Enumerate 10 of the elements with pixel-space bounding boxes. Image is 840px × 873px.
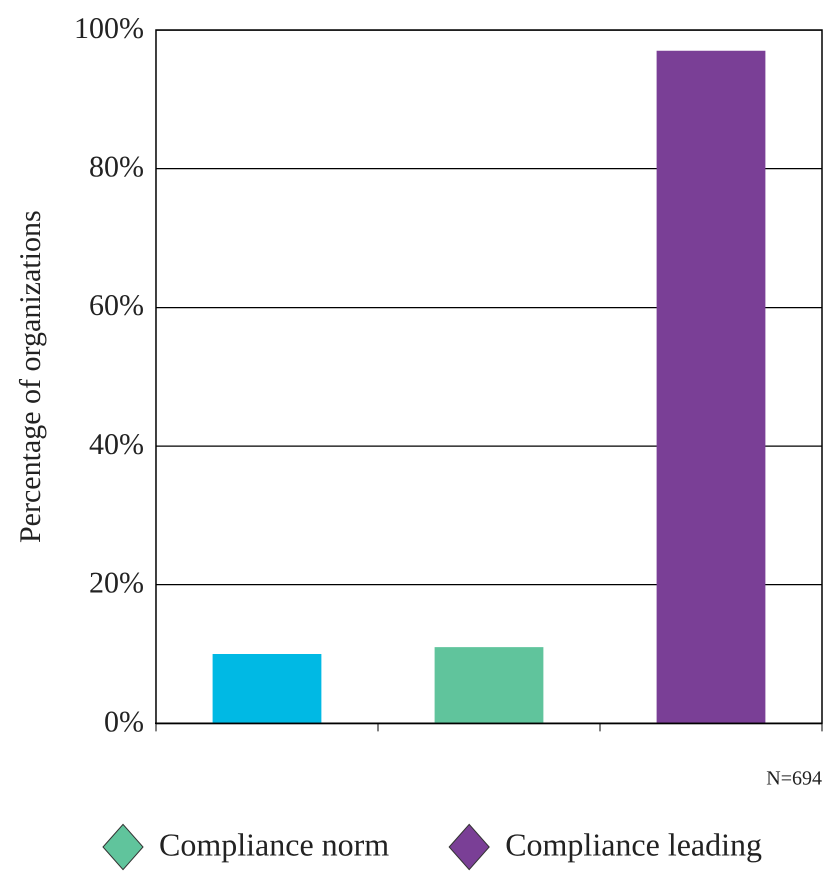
legend-label: Compliance norm xyxy=(159,826,390,862)
y-tick-label: 40% xyxy=(88,428,144,461)
text: N=694 xyxy=(766,768,822,790)
y-axis-title: Percentage of organizations xyxy=(14,210,47,544)
legend-label: Compliance leading xyxy=(505,826,762,862)
y-tick-label: 80% xyxy=(88,150,144,184)
y-tick-label: 20% xyxy=(88,566,144,600)
y-tick-label: 100% xyxy=(74,12,144,45)
y-tick-label: 0% xyxy=(104,705,144,738)
y-tick-label: 60% xyxy=(88,289,144,322)
